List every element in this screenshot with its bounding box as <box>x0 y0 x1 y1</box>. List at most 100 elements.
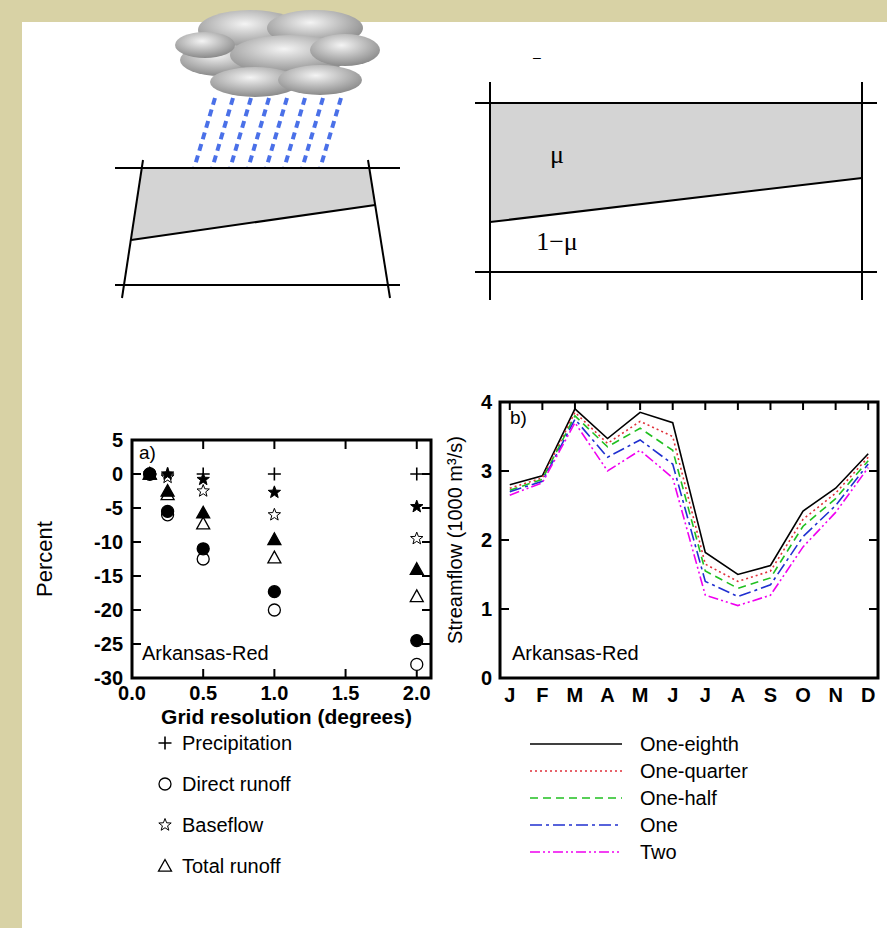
rain <box>247 98 269 172</box>
point <box>197 485 209 497</box>
point <box>411 635 423 647</box>
tick-label: N <box>828 684 842 706</box>
point <box>197 473 209 485</box>
legend-label: One-half <box>640 787 717 809</box>
rain <box>265 98 287 172</box>
legend-label: Baseflow <box>182 814 264 836</box>
tick-label: J <box>504 684 515 706</box>
tick-label: S <box>764 684 777 706</box>
legend-label: One-quarter <box>640 760 748 782</box>
tick-label: O <box>795 684 811 706</box>
grid-line <box>122 160 143 298</box>
tick-label: 4 <box>481 391 493 413</box>
tick-label: M <box>632 684 649 706</box>
cloud <box>278 65 362 95</box>
chart-a: -30-25-20-15-10-5050.00.51.01.52.0a)Arka… <box>32 429 431 877</box>
point <box>143 468 156 481</box>
point <box>268 533 281 545</box>
cloud <box>175 32 235 58</box>
region-label: μ <box>550 140 564 169</box>
rain <box>319 98 341 172</box>
page-border <box>0 0 887 928</box>
legend-symbol <box>530 824 622 826</box>
tick-label: A <box>731 684 745 706</box>
legend: PrecipitationDirect runoffBaseflowTotal … <box>159 732 293 877</box>
legend-symbol <box>159 778 171 790</box>
legend-symbol <box>530 851 622 853</box>
tick-label: 0 <box>481 667 492 689</box>
point <box>197 506 210 518</box>
cell-fraction <box>131 168 375 240</box>
page-panel <box>22 22 887 928</box>
series-line <box>510 409 868 575</box>
point <box>144 468 156 480</box>
figure: –μ1−μ-30-25-20-15-10-5050.00.51.01.52.0a… <box>0 0 887 928</box>
tick-label: M <box>567 684 584 706</box>
tick-label: 0 <box>112 463 123 485</box>
point <box>268 586 280 598</box>
series-line <box>510 419 868 596</box>
grid-line <box>115 284 400 286</box>
tick-label: 2 <box>481 529 492 551</box>
point <box>268 604 280 616</box>
legend: One-eighthOne-quarterOne-halfOneTwo <box>530 733 748 863</box>
legend-label: Precipitation <box>182 732 292 754</box>
points <box>143 468 423 671</box>
region-label: 1−μ <box>536 227 578 256</box>
point <box>197 517 210 529</box>
point <box>144 468 156 480</box>
grid-line <box>115 167 400 169</box>
point <box>161 485 174 497</box>
tick-label: 1.5 <box>332 682 360 704</box>
point <box>410 590 423 602</box>
rain <box>301 98 323 172</box>
tick-label: 1.0 <box>260 682 288 704</box>
axis-title: Streamflow (1000 m³/s) <box>444 436 466 644</box>
tick-label: -10 <box>94 531 123 553</box>
point <box>144 468 156 480</box>
plot-frame <box>132 440 431 678</box>
point <box>410 563 423 575</box>
tick-label: 2.0 <box>403 682 431 704</box>
point <box>411 500 423 512</box>
grid-line <box>368 160 390 298</box>
legend-symbol <box>530 743 622 745</box>
annotation: Arkansas-Red <box>512 642 639 664</box>
fraction-line <box>490 178 862 222</box>
point <box>268 508 280 520</box>
tick-label: 0.0 <box>118 682 146 704</box>
legend-symbol <box>530 770 622 772</box>
annotation: Arkansas-Red <box>142 642 269 664</box>
legend-label: One <box>640 814 678 836</box>
point <box>197 543 209 555</box>
rain <box>211 98 233 172</box>
point <box>268 468 281 481</box>
plot-frame <box>500 402 878 678</box>
legend-label: Two <box>640 841 677 863</box>
tick-label: -5 <box>105 497 123 519</box>
point <box>143 468 156 480</box>
point <box>161 468 173 480</box>
tick-label: -25 <box>94 633 123 655</box>
rain <box>229 98 251 172</box>
diagram: –μ1−μ <box>115 10 877 300</box>
rain <box>283 98 305 172</box>
point <box>143 468 156 480</box>
legend-label: Direct runoff <box>182 773 291 795</box>
cell-fraction <box>490 103 862 222</box>
tick-label: -20 <box>94 599 123 621</box>
tick-label: F <box>536 684 548 706</box>
grid-line <box>489 82 491 300</box>
axis-title: Percent <box>32 521 57 597</box>
axis-title: Grid resolution (degrees) <box>161 705 412 728</box>
rain <box>193 98 215 172</box>
point <box>411 658 423 670</box>
chart-b: 01234JFMAMJJASONDb)Arkansas-RedStreamflo… <box>444 391 878 863</box>
tick-label: D <box>861 684 875 706</box>
grid-line <box>861 82 863 300</box>
point <box>411 532 423 544</box>
fraction-line <box>131 205 375 240</box>
tick-label: -15 <box>94 565 123 587</box>
tick-label: 1 <box>481 598 492 620</box>
panel-label: a) <box>139 442 156 463</box>
